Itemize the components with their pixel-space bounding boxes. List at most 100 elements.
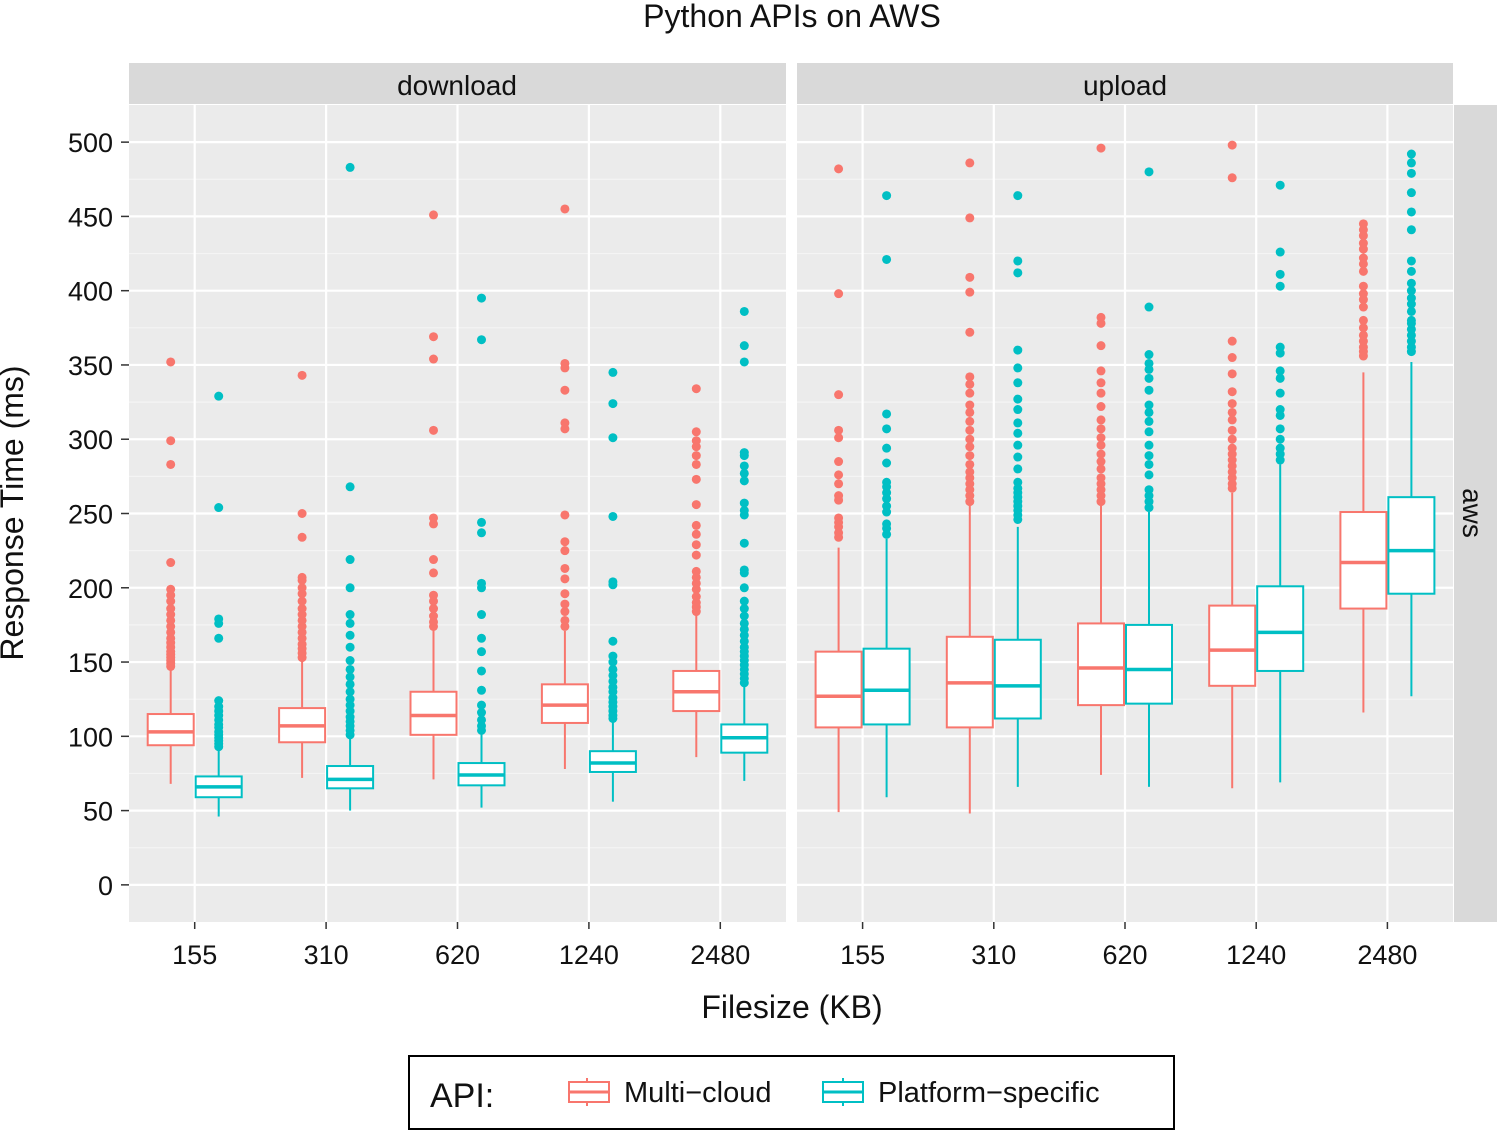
- outlier-point: [560, 589, 570, 599]
- iqr-box: [326, 765, 375, 790]
- outlier-point: [1227, 399, 1237, 409]
- outlier-point: [560, 546, 570, 556]
- row-strip-label: aws: [1457, 488, 1488, 538]
- outlier-point: [345, 694, 355, 704]
- outlier-point: [608, 636, 618, 646]
- outlier-point: [1144, 470, 1154, 480]
- legend-key-multi-cloud: [568, 1078, 610, 1106]
- outlier-point: [1406, 256, 1416, 266]
- iqr-box: [1077, 622, 1125, 707]
- x-axis-upload: 155 310 620 1240 2480: [840, 922, 1417, 970]
- outlier-point: [345, 610, 355, 620]
- outlier-point: [345, 555, 355, 565]
- outlier-point: [1275, 434, 1285, 444]
- outlier-point: [965, 459, 975, 469]
- outlier-point: [1358, 323, 1368, 333]
- outlier-point: [345, 162, 355, 172]
- box-download-platform-specific-1240: [588, 367, 637, 802]
- outlier-point: [429, 354, 438, 364]
- outlier-point: [297, 604, 307, 614]
- outlier-point: [1227, 415, 1237, 425]
- outlier-point: [166, 436, 176, 446]
- outlier-point: [477, 685, 486, 695]
- legend-label-platform-specific: Platform−specific: [878, 1077, 1100, 1109]
- row-strip-bg: [1454, 105, 1497, 922]
- outlier-point: [560, 418, 570, 428]
- outlier-point: [691, 474, 701, 484]
- outlier-point: [345, 642, 355, 652]
- outlier-point: [166, 357, 176, 367]
- outlier-point: [608, 577, 618, 587]
- outlier-point: [1013, 477, 1023, 487]
- outlier-point: [345, 664, 355, 674]
- outlier-point: [882, 409, 892, 419]
- outlier-point: [882, 519, 892, 529]
- outlier-point: [1144, 167, 1154, 177]
- outlier-point: [1275, 388, 1285, 398]
- box-upload-multi-cloud-155: [814, 164, 863, 813]
- outlier-point: [882, 458, 892, 468]
- iqr-box: [1208, 604, 1257, 687]
- panel-download: download: [129, 63, 786, 922]
- outlier-point: [1013, 394, 1023, 404]
- outlier-point: [965, 400, 975, 410]
- outlier-point: [560, 607, 570, 617]
- outlier-point: [477, 610, 486, 620]
- outlier-point: [965, 372, 975, 382]
- box-upload-platform-specific-620: [1125, 167, 1173, 787]
- iqr-box: [814, 650, 863, 729]
- y-tick-label: 50: [83, 797, 113, 827]
- outlier-point: [1013, 256, 1023, 266]
- outlier-point: [1144, 485, 1154, 495]
- outlier-point: [882, 191, 892, 201]
- outlier-point: [1275, 180, 1285, 190]
- outlier-point: [739, 596, 749, 606]
- y-tick-label: 300: [68, 425, 113, 455]
- y-tick-label: 450: [68, 202, 113, 232]
- x-axis-title: Filesize (KB): [701, 989, 882, 1025]
- outlier-point: [1096, 366, 1106, 376]
- outlier-point: [965, 451, 975, 461]
- y-tick-label: 400: [68, 277, 113, 307]
- outlier-point: [1013, 268, 1023, 278]
- box-upload-multi-cloud-1240: [1208, 140, 1257, 789]
- outlier-point: [1227, 407, 1237, 417]
- outlier-point: [345, 687, 355, 697]
- outlier-point: [608, 664, 618, 674]
- outlier-point: [1358, 330, 1368, 340]
- outlier-point: [1096, 433, 1106, 443]
- outlier-point: [739, 461, 749, 471]
- outlier-point: [834, 513, 844, 523]
- outlier-point: [1358, 238, 1368, 248]
- iqr-box: [862, 647, 911, 726]
- outlier-point: [882, 443, 892, 453]
- outlier-point: [834, 479, 844, 489]
- outlier-point: [1275, 269, 1285, 279]
- outlier-point: [691, 550, 701, 560]
- outlier-point: [429, 604, 438, 614]
- box-upload-platform-specific-155: [862, 191, 911, 798]
- outlier-point: [1144, 400, 1154, 410]
- chart-title: Python APIs on AWS: [643, 0, 941, 34]
- outlier-point: [739, 583, 749, 593]
- outlier-point: [739, 448, 749, 458]
- legend-label-multi-cloud: Multi−cloud: [624, 1077, 772, 1109]
- outlier-point: [214, 614, 224, 624]
- outlier-point: [739, 341, 749, 351]
- outlier-point: [739, 618, 749, 628]
- y-tick-label: 500: [68, 128, 113, 158]
- outlier-point: [477, 633, 486, 643]
- outlier-point: [1227, 173, 1237, 183]
- outlier-point: [965, 272, 975, 282]
- outlier-point: [1358, 315, 1368, 325]
- outlier-point: [560, 385, 570, 395]
- outlier-point: [1144, 407, 1154, 417]
- outlier-point: [608, 367, 618, 377]
- outlier-point: [608, 651, 618, 661]
- outlier-point: [429, 568, 438, 578]
- outlier-point: [477, 578, 486, 588]
- outlier-point: [429, 611, 438, 621]
- outlier-point: [560, 204, 570, 214]
- outlier-point: [1096, 341, 1106, 351]
